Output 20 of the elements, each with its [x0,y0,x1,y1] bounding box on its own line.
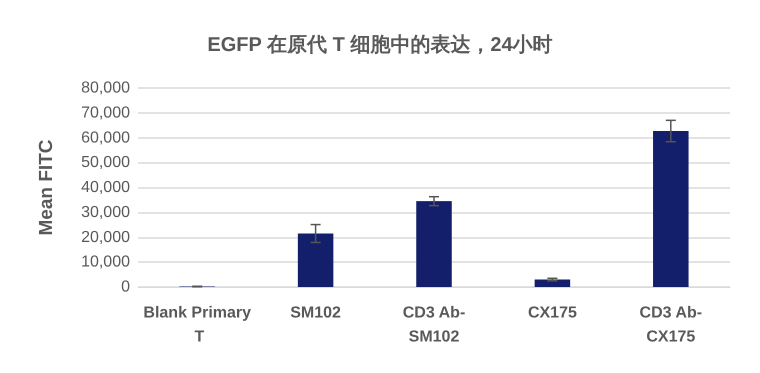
y-tick-label: 80,000 [81,80,130,96]
x-tick-label: SM102 [290,304,342,322]
bar [534,280,570,287]
bar [298,234,334,287]
x-tick-label: CX175 [528,304,577,322]
bar [653,131,689,287]
bar [416,201,452,287]
y-tick-label: 10,000 [81,254,130,271]
y-tick-label: 20,000 [81,228,130,246]
chart-title: EGFP 在原代 T 细胞中的表达，24小时 [207,34,553,56]
y-tick-label: 70,000 [81,104,130,122]
y-tick-label: 40,000 [81,179,130,196]
y-axis-title: Mean FITC [36,139,57,236]
x-tick-label: CD3 Ab-SM102 [402,304,466,346]
x-tick-label: CD3 Ab-CX175 [640,304,702,346]
y-tick-label: 0 [121,278,130,296]
y-tick-label: 30,000 [81,204,130,221]
y-tick-label: 50,000 [81,154,130,172]
y-tick-label: 60,000 [81,129,130,146]
x-tick-label: Blank Primary T [143,304,252,346]
